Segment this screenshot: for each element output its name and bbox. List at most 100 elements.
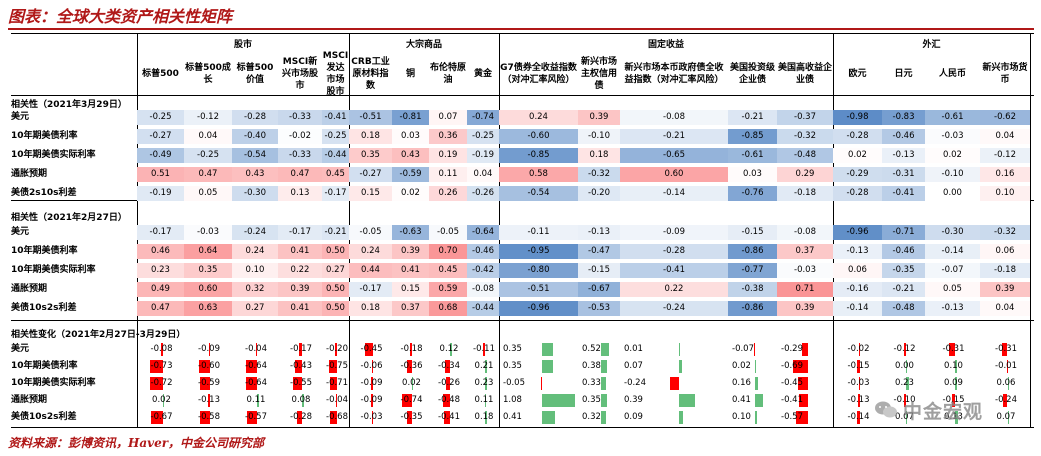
negative-bar xyxy=(407,360,413,373)
column-header: 新兴市场货币 xyxy=(982,63,1028,85)
correlation-cell: -0.30 xyxy=(925,225,980,240)
correlation-cell: 0.24 xyxy=(232,244,278,259)
correlation-cell: -0.42 xyxy=(467,263,499,278)
correlation-cell: -0.80 xyxy=(499,263,578,278)
negative-bar xyxy=(857,360,860,373)
correlation-cell: -0.27 xyxy=(349,167,392,182)
column-header: 标普500价值 xyxy=(236,63,274,85)
negative-bar xyxy=(161,343,163,356)
correlation-cell: 0.26 xyxy=(429,186,467,201)
correlation-cell: -0.65 xyxy=(620,148,728,163)
correlation-cell: -0.30 xyxy=(232,186,278,201)
change-value: -0.41 xyxy=(438,412,460,422)
change-value: 0.33 xyxy=(582,378,601,388)
row-label: 通胀预期 xyxy=(11,169,48,179)
negative-bar xyxy=(294,360,303,373)
correlation-cell: 0.59 xyxy=(429,282,467,297)
change-value: -0.41 xyxy=(781,395,803,405)
correlation-cell: -0.35 xyxy=(882,263,925,278)
row-divider xyxy=(11,95,1034,96)
change-value: -0.29 xyxy=(781,344,803,354)
change-value: -0.12 xyxy=(893,344,916,354)
correlation-cell: -0.28 xyxy=(232,110,278,125)
correlation-cell: -0.13 xyxy=(925,301,980,316)
negative-bar xyxy=(1002,394,1008,407)
change-value: -0.58 xyxy=(198,412,220,422)
change-value: 0.35 xyxy=(503,344,522,354)
column-header: 铜 xyxy=(405,69,415,79)
correlation-cell: -0.41 xyxy=(882,186,925,201)
negative-bar xyxy=(401,394,413,407)
correlation-cell: 0.35 xyxy=(349,148,392,163)
correlation-cell: -0.49 xyxy=(137,148,184,163)
change-value: 0.12 xyxy=(439,344,459,354)
correlation-cell: 0.35 xyxy=(184,263,232,278)
negative-bar xyxy=(801,343,808,356)
change-value: -0.03 xyxy=(847,378,870,388)
row-label: 美元 xyxy=(11,227,30,237)
change-value: -0.31 xyxy=(942,344,965,354)
correlation-cell: -0.07 xyxy=(925,263,980,278)
correlation-cell: 0.68 xyxy=(429,301,467,316)
row-label: 美元 xyxy=(11,112,30,122)
positive-bar xyxy=(1007,377,1009,390)
negative-bar xyxy=(443,411,450,424)
positive-bar xyxy=(905,360,907,373)
change-value: -0.67 xyxy=(150,412,173,422)
change-value: 0.18 xyxy=(474,412,494,422)
column-header: G7债券全收益指数（对冲汇率风险） xyxy=(500,63,577,85)
change-value: 0.02 xyxy=(152,395,171,405)
positive-bar xyxy=(754,394,763,407)
correlation-cell: 0.18 xyxy=(578,148,620,163)
change-value: 0.32 xyxy=(582,412,601,422)
change-value: -0.14 xyxy=(847,412,870,422)
change-value: 0.38 xyxy=(582,361,601,371)
correlation-cell: -0.19 xyxy=(467,148,499,163)
correlation-cell: 0.60 xyxy=(184,282,232,297)
column-header: 日元 xyxy=(894,69,913,79)
negative-bar xyxy=(150,411,163,424)
correlation-cell: -0.14 xyxy=(620,186,728,201)
change-value: -0.10 xyxy=(893,395,916,405)
correlation-cell: -0.60 xyxy=(499,129,578,144)
correlation-cell: 0.03 xyxy=(728,167,777,182)
correlation-cell: -0.28 xyxy=(833,186,882,201)
correlation-cell: 0.16 xyxy=(980,167,1030,182)
correlation-cell: -0.33 xyxy=(278,110,322,125)
negative-bar xyxy=(753,343,755,356)
correlation-cell: -0.25 xyxy=(184,148,232,163)
column-header: MSCI发达市场股市 xyxy=(322,51,349,97)
correlation-cell: 0.27 xyxy=(322,263,349,278)
positive-bar xyxy=(601,343,610,356)
negative-bar xyxy=(371,411,373,424)
positive-bar xyxy=(542,394,575,407)
column-header: CRB工业原材料指数 xyxy=(351,57,390,91)
correlation-cell: 0.45 xyxy=(322,167,349,182)
change-value: -0.01 xyxy=(995,361,1017,371)
correlation-cell: -0.86 xyxy=(728,244,777,259)
correlation-cell: 0.04 xyxy=(980,129,1030,144)
positive-bar xyxy=(484,394,486,407)
change-value: 0.09 xyxy=(624,412,643,422)
correlation-cell: -0.81 xyxy=(392,110,429,125)
row-label: 10年期美债利率 xyxy=(11,246,78,256)
correlation-cell: 0.10 xyxy=(232,263,278,278)
change-value: -0.20 xyxy=(326,344,348,354)
row-divider xyxy=(11,427,1034,428)
correlation-cell: -0.86 xyxy=(728,301,777,316)
negative-bar xyxy=(857,394,860,407)
correlation-cell: 0.02 xyxy=(925,148,980,163)
correlation-cell: 0.06 xyxy=(833,263,882,278)
change-value: -0.15 xyxy=(942,395,965,405)
correlation-cell: -0.10 xyxy=(578,129,620,144)
change-value: -0.69 xyxy=(781,361,803,371)
change-value: 0.39 xyxy=(624,395,643,405)
change-value: -0.64 xyxy=(245,378,267,388)
change-value: -0.36 xyxy=(400,361,423,371)
change-value: 0.16 xyxy=(732,378,751,388)
negative-bar xyxy=(329,360,337,373)
positive-bar xyxy=(601,394,607,407)
correlation-cell: -0.05 xyxy=(429,225,467,240)
row-label: 10年期美债利率 xyxy=(11,131,78,141)
correlation-cell: 0.39 xyxy=(980,282,1030,297)
